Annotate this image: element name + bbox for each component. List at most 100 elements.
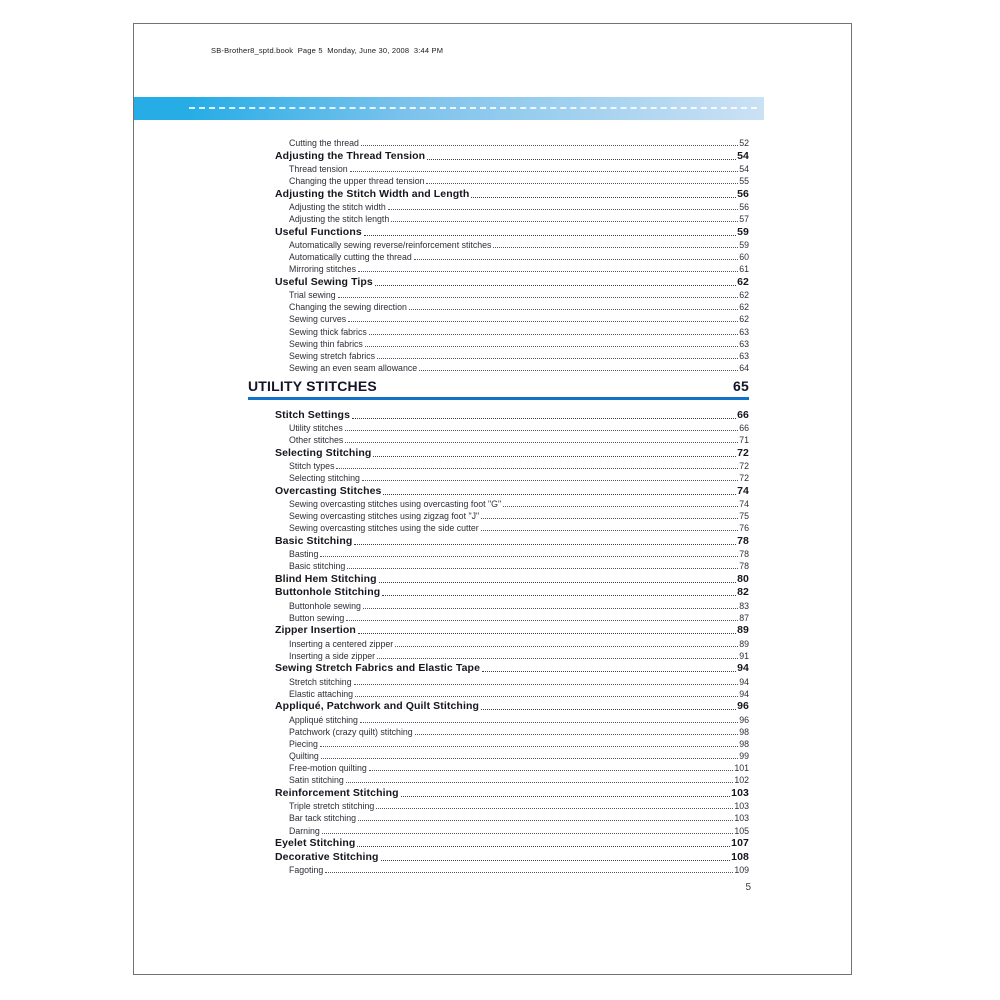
table-of-contents: Cutting the thread 52 Adjusting the Thre… xyxy=(248,136,749,875)
toc-entry[interactable]: Eyelet Stitching 107 xyxy=(275,836,749,850)
toc-entry[interactable]: Sewing overcasting stitches using zigzag… xyxy=(275,509,749,521)
dot-leader xyxy=(426,183,739,185)
toc-entry[interactable]: Inserting a centered zipper 89 xyxy=(275,636,749,649)
toc-entry[interactable]: Buttonhole Stitching 82 xyxy=(275,585,749,599)
toc-entry[interactable]: Adjusting the stitch length 57 xyxy=(275,212,749,224)
dot-leader xyxy=(376,808,734,810)
toc-entry-label: Thread tension xyxy=(289,163,348,174)
toc-entry-label: Blind Hem Stitching xyxy=(275,572,377,585)
toc-entry[interactable]: Other stitches 71 xyxy=(275,433,749,445)
dot-leader xyxy=(481,518,739,520)
dot-leader xyxy=(321,832,734,834)
toc-entry[interactable]: Thread tension 54 xyxy=(275,162,749,174)
toc-entry[interactable]: Buttonhole sewing 83 xyxy=(275,598,749,611)
toc-entry[interactable]: Button sewing 87 xyxy=(275,611,749,623)
toc-entry[interactable]: Basic stitching 78 xyxy=(275,559,749,571)
toc-entry-label: Sewing overcasting stitches using zigzag… xyxy=(289,511,480,522)
toc-entry[interactable]: Automatically cutting the thread 60 xyxy=(275,250,749,262)
toc-entry[interactable]: Stitch Settings 66 xyxy=(275,407,749,421)
toc-entry-page: 99 xyxy=(739,751,749,762)
toc-entry[interactable]: Piecing 98 xyxy=(275,737,749,749)
toc-entry[interactable]: Useful Sewing Tips 62 xyxy=(275,274,749,288)
toc-entry[interactable]: Sewing stretch fabrics 63 xyxy=(275,349,749,361)
toc-entry[interactable]: Basic Stitching 78 xyxy=(275,533,749,547)
toc-entry[interactable]: Selecting Stitching 72 xyxy=(275,445,749,459)
toc-entry-label: Buttonhole sewing xyxy=(289,600,361,611)
toc-entry-page: 61 xyxy=(739,264,749,275)
toc-entry-label: Mirroring stitches xyxy=(289,264,356,275)
toc-entry[interactable]: Darning 105 xyxy=(275,823,749,836)
toc-entry-label: Stretch stitching xyxy=(289,676,352,687)
toc-entry-page: 103 xyxy=(731,787,749,800)
toc-entry[interactable]: Useful Functions 59 xyxy=(275,224,749,238)
toc-entry[interactable]: Overcasting Stitches 74 xyxy=(275,483,749,497)
toc-entry[interactable]: Mirroring stitches 61 xyxy=(275,262,749,274)
toc-entry[interactable]: Reinforcement Stitching 103 xyxy=(275,785,749,799)
toc-entry[interactable]: Sewing overcasting stitches using the si… xyxy=(275,521,749,533)
toc-entry[interactable]: Free-motion quilting 101 xyxy=(275,761,749,773)
dot-leader xyxy=(360,145,739,147)
dot-leader xyxy=(408,309,739,311)
dot-leader xyxy=(349,170,739,172)
toc-entry-page: 98 xyxy=(739,738,749,749)
toc-entry-label: Eyelet Stitching xyxy=(275,837,356,850)
toc-entry[interactable]: Bar tack stitching 103 xyxy=(275,811,749,823)
toc-entry-label: Overcasting Stitches xyxy=(275,484,382,497)
toc-entry[interactable]: Cutting the thread 52 xyxy=(275,136,749,148)
toc-entry[interactable]: Fagoting 109 xyxy=(275,863,749,875)
toc-entry[interactable]: Trial sewing 62 xyxy=(275,288,749,300)
toc-entry-page: 96 xyxy=(739,714,749,725)
toc-entry[interactable]: Appliqué stitching 96 xyxy=(275,712,749,725)
toc-entry[interactable]: Sewing Stretch Fabrics and Elastic Tape … xyxy=(275,661,749,674)
toc-entry-page: 56 xyxy=(737,187,749,200)
dot-leader xyxy=(357,846,731,848)
toc-entry[interactable]: Sewing an even seam allowance 64 xyxy=(275,361,749,373)
toc-entry[interactable]: Selecting stitching 72 xyxy=(275,471,749,483)
toc-entry[interactable]: Decorative Stitching 108 xyxy=(275,849,749,863)
toc-entry-page: 108 xyxy=(731,850,749,863)
banner-dashed-line-icon xyxy=(189,107,757,109)
toc-entry[interactable]: Quilting 99 xyxy=(275,749,749,761)
toc-entry[interactable]: Stitch types 72 xyxy=(275,459,749,471)
toc-entry[interactable]: Sewing curves 62 xyxy=(275,312,749,324)
dot-leader xyxy=(319,745,739,747)
toc-entry-label: Stitch types xyxy=(289,460,335,471)
toc-entry-label: Decorative Stitching xyxy=(275,850,379,863)
dot-leader xyxy=(481,709,737,711)
toc-entry[interactable]: Inserting a side zipper 91 xyxy=(275,649,749,661)
toc-entry-page: 54 xyxy=(739,163,749,174)
toc-entry[interactable]: Basting 78 xyxy=(275,547,749,559)
decorative-banner xyxy=(134,97,764,120)
toc-entry-label: Satin stitching xyxy=(289,775,344,786)
toc-entry[interactable]: Sewing thick fabrics 63 xyxy=(275,324,749,337)
toc-entry[interactable]: Changing the sewing direction 62 xyxy=(275,300,749,312)
toc-entry-page: 82 xyxy=(737,586,749,599)
dot-leader xyxy=(345,782,734,784)
toc-entry[interactable]: Patchwork (crazy quilt) stitching 98 xyxy=(275,725,749,737)
toc-entry[interactable]: Blind Hem Stitching 80 xyxy=(275,571,749,585)
manual-page: SB-Brother8_sptd.book Page 5 Monday, Jun… xyxy=(133,23,852,975)
toc-entry[interactable]: Satin stitching 102 xyxy=(275,773,749,785)
toc-entry[interactable]: Stretch stitching 94 xyxy=(275,674,749,687)
toc-entry[interactable]: Triple stretch stitching 103 xyxy=(275,799,749,811)
toc-entry-page: 72 xyxy=(737,446,749,459)
toc-entry-page: 98 xyxy=(739,726,749,737)
toc-entry[interactable]: Zipper Insertion 89 xyxy=(275,623,749,636)
toc-entries-bottom: Stitch Settings 66 Utility stitches 66 O… xyxy=(275,407,749,875)
toc-entry-label: Adjusting the stitch width xyxy=(289,201,386,212)
toc-entry-label: Elastic attaching xyxy=(289,688,354,699)
toc-entry[interactable]: Adjusting the Stitch Width and Length 56 xyxy=(275,186,749,200)
toc-entry[interactable]: Adjusting the Thread Tension 54 xyxy=(275,148,749,162)
toc-entry[interactable]: Elastic attaching 94 xyxy=(275,687,749,699)
dot-leader xyxy=(357,271,739,273)
dot-leader xyxy=(352,417,737,419)
toc-entry[interactable]: Automatically sewing reverse/reinforceme… xyxy=(275,238,749,250)
toc-entry[interactable]: Appliqué, Patchwork and Quilt Stitching … xyxy=(275,699,749,712)
toc-entry[interactable]: Changing the upper thread tension 55 xyxy=(275,174,749,186)
dot-leader xyxy=(346,619,739,621)
toc-entry[interactable]: Adjusting the stitch width 56 xyxy=(275,200,749,212)
toc-entry[interactable]: Sewing thin fabrics 63 xyxy=(275,337,749,349)
toc-entry[interactable]: Sewing overcasting stitches using overca… xyxy=(275,497,749,509)
toc-entry[interactable]: Utility stitches 66 xyxy=(275,421,749,433)
dot-leader xyxy=(377,358,739,359)
